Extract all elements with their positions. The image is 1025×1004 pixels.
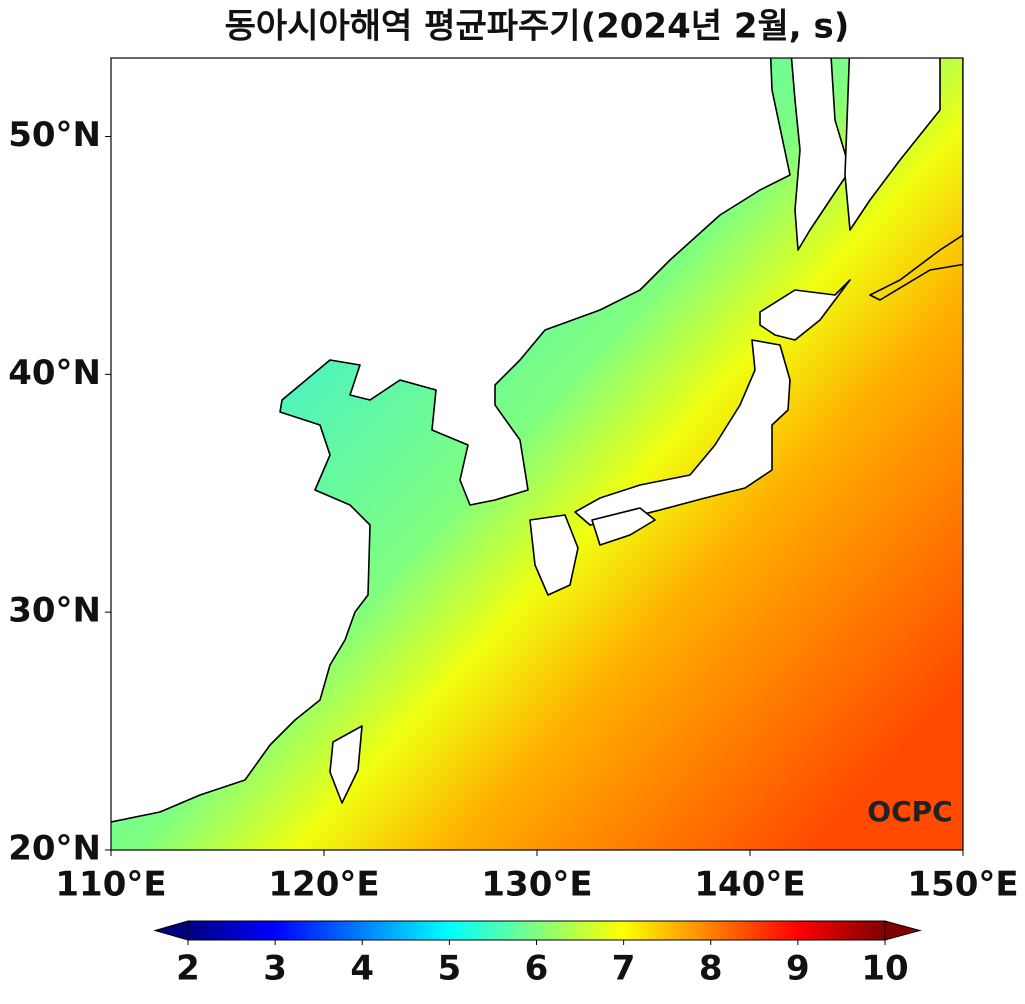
east-kuril: [869, 58, 963, 301]
colorbar-extend-min: [153, 920, 189, 941]
colorbar-tick-label: 2: [176, 949, 200, 989]
y-tick-label: 40°N: [8, 353, 101, 393]
colorbar-tick-label: 3: [263, 949, 287, 989]
kyushu: [529, 514, 579, 596]
sakhalin: [790, 58, 851, 251]
x-tick-label: 150°E: [907, 865, 1018, 905]
taiwan: [329, 725, 363, 804]
x-tick-label: 120°E: [268, 865, 379, 905]
x-tick-label: 140°E: [694, 865, 805, 905]
x-tick-label: 130°E: [481, 865, 592, 905]
logo: OCPC: [867, 795, 952, 828]
colorbar-tick-label: 9: [786, 949, 810, 989]
colorbar-tick-label: 4: [350, 949, 374, 989]
colorbar-extend-max: [884, 920, 922, 941]
shikoku: [591, 507, 656, 546]
hokkaido: [759, 279, 851, 341]
y-tick-label: 50°N: [8, 115, 101, 155]
y-tick-label: 30°N: [8, 591, 101, 631]
y-tick-label: 20°N: [8, 829, 101, 869]
colorbar-tick-label: 7: [612, 949, 636, 989]
colorbar: [187, 920, 886, 941]
chart-title: 동아시아해역 평균파주기(2024년 2월, s): [225, 7, 850, 47]
x-tick-label: 110°E: [55, 865, 166, 905]
colorbar-tick-label: 6: [525, 949, 549, 989]
map-field: [111, 58, 963, 850]
mainland: [111, 58, 791, 825]
northeast-land: [844, 58, 941, 231]
colorbar-tick-label: 8: [699, 949, 723, 989]
colorbar-tick-label: 5: [438, 949, 462, 989]
colorbar-tick-label: 10: [861, 949, 908, 989]
